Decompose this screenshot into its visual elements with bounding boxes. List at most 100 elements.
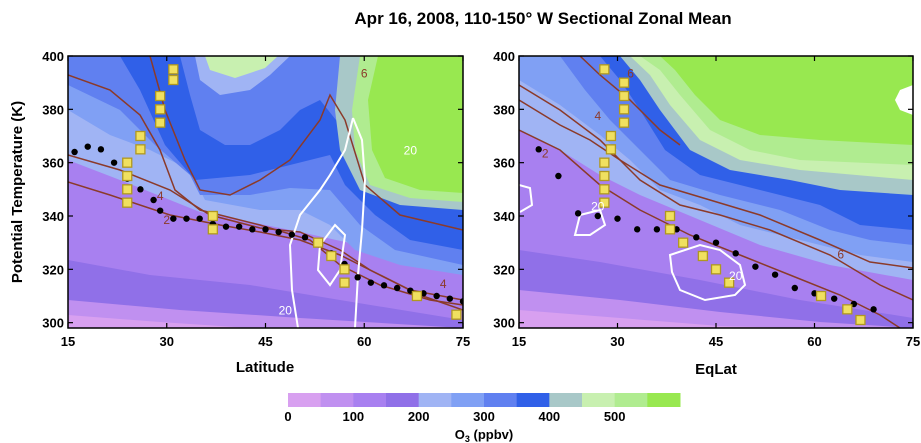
tropopause-dot — [752, 263, 759, 270]
tropopause-dot — [222, 223, 230, 230]
y-tick-label: 300 — [42, 316, 64, 331]
tropopause-dot — [275, 228, 282, 236]
latitude-contour-field: 2 4 6 4 20 20 — [68, 56, 463, 328]
y-tick-label: 340 — [493, 209, 515, 224]
x-tick-label: 15 — [61, 334, 75, 349]
observation-marker — [618, 104, 630, 115]
colorbar-swatch — [386, 393, 420, 407]
tropopause-dot — [614, 215, 621, 222]
tropopause-dot — [831, 295, 838, 302]
observation-marker — [664, 224, 676, 235]
colorbar-swatch — [614, 393, 648, 407]
tropopause-dot — [367, 279, 375, 286]
eqlat-contour-labels: 2 4 6 6 20 20 — [542, 66, 845, 283]
tropopause-dot — [535, 146, 542, 153]
colorbar-swatch — [418, 393, 452, 407]
colorbar-swatch — [484, 393, 518, 407]
tropopause-dot — [634, 226, 641, 233]
observation-marker — [599, 170, 610, 182]
colorbar-tick-label: 100 — [342, 409, 364, 424]
observation-marker — [599, 197, 610, 208]
observation-marker — [339, 277, 350, 288]
latitude-markers — [122, 64, 462, 320]
tropopause-dot — [301, 234, 309, 241]
eqlat-x-label: EqLat — [695, 361, 737, 378]
latitude-axes: 15 30 45 60 75 300 320 340 360 380 400 — [42, 49, 470, 349]
contour-label: 2 — [542, 146, 549, 160]
tropopause-dot — [459, 298, 463, 305]
tropopause-dot — [137, 186, 144, 193]
eqlat-markers — [599, 64, 866, 326]
observation-marker — [122, 184, 133, 195]
colorbar-tick-label: 200 — [408, 409, 430, 424]
colorbar-tick-label: 0 — [284, 409, 291, 424]
observation-marker — [710, 264, 722, 275]
observation-marker — [678, 237, 689, 248]
observation-marker — [168, 64, 179, 75]
contour-label: 2 — [163, 213, 170, 227]
x-tick-label: 60 — [357, 334, 371, 349]
latitude-x-label: Latitude — [236, 359, 294, 376]
tropopause-dot — [380, 282, 388, 289]
tropopause-dot — [288, 231, 296, 238]
contour-label: 4 — [157, 189, 164, 203]
contour-label: 20 — [591, 200, 605, 214]
tropopause-dot — [170, 215, 177, 222]
tropopause-dot — [693, 234, 700, 241]
contour-label: 6 — [627, 66, 634, 80]
observation-marker — [618, 77, 630, 88]
contour-label: 20 — [404, 144, 418, 158]
observation-marker — [155, 117, 166, 128]
colorbar-tick-label: 500 — [604, 409, 626, 424]
observation-marker — [815, 290, 827, 302]
x-tick-label: 45 — [709, 334, 723, 349]
tropopause-dot — [71, 148, 78, 156]
latitude-panel: 2 4 6 4 20 20 15 30 45 60 75 300 320 340 360 380 400 La… — [42, 49, 470, 376]
x-tick-label: 15 — [512, 334, 526, 349]
colorbar-swatch — [582, 393, 616, 407]
tropopause-dot — [791, 284, 798, 292]
tropopause-dot — [354, 274, 361, 281]
colorbar-ticks: 0 100 200 300 400 500 — [284, 409, 625, 424]
y-tick-label: 320 — [42, 262, 64, 277]
tropopause-dot — [446, 295, 454, 302]
tropopause-dot — [393, 284, 401, 292]
latitude-contour-labels: 2 4 6 4 20 20 — [157, 66, 447, 317]
observation-marker — [207, 224, 218, 235]
y-tick-label: 380 — [493, 102, 515, 117]
observation-marker — [122, 170, 133, 182]
y-axis-label: Potential Temperature (K) — [9, 101, 26, 283]
contour-label: 4 — [594, 109, 601, 123]
x-tick-label: 75 — [456, 334, 470, 349]
tropopause-dot — [555, 172, 562, 180]
colorbar-swatch — [288, 393, 322, 407]
tropopause-dot — [433, 292, 440, 300]
observation-marker — [135, 144, 146, 155]
observation-marker — [207, 210, 218, 222]
tropopause-dot — [870, 306, 877, 313]
contour-label: 6 — [837, 248, 844, 262]
eqlat-contour-field: 2 4 6 6 20 20 — [519, 56, 913, 328]
tropopause-dot — [150, 196, 157, 204]
tropopause-dot — [183, 215, 190, 222]
tropopause-dot — [574, 210, 582, 217]
observation-marker — [618, 90, 630, 102]
observation-marker — [599, 157, 610, 168]
y-tick-label: 400 — [493, 49, 515, 64]
y-tick-label: 360 — [493, 156, 515, 171]
colorbar-swatch — [320, 393, 354, 407]
observation-marker — [723, 277, 735, 288]
y-tick-label: 300 — [493, 316, 515, 331]
contour-label: 6 — [361, 66, 368, 80]
colorbar-tick-label: 300 — [473, 409, 495, 424]
observation-marker — [842, 304, 853, 315]
observation-marker — [313, 237, 324, 248]
observation-marker — [599, 184, 610, 195]
tropopause-dot — [594, 212, 601, 220]
x-tick-label: 30 — [160, 334, 174, 349]
colorbar-swatch — [549, 393, 583, 407]
tropopause-dot — [771, 271, 779, 278]
contour-label: 4 — [440, 277, 447, 291]
observation-marker — [411, 290, 423, 302]
